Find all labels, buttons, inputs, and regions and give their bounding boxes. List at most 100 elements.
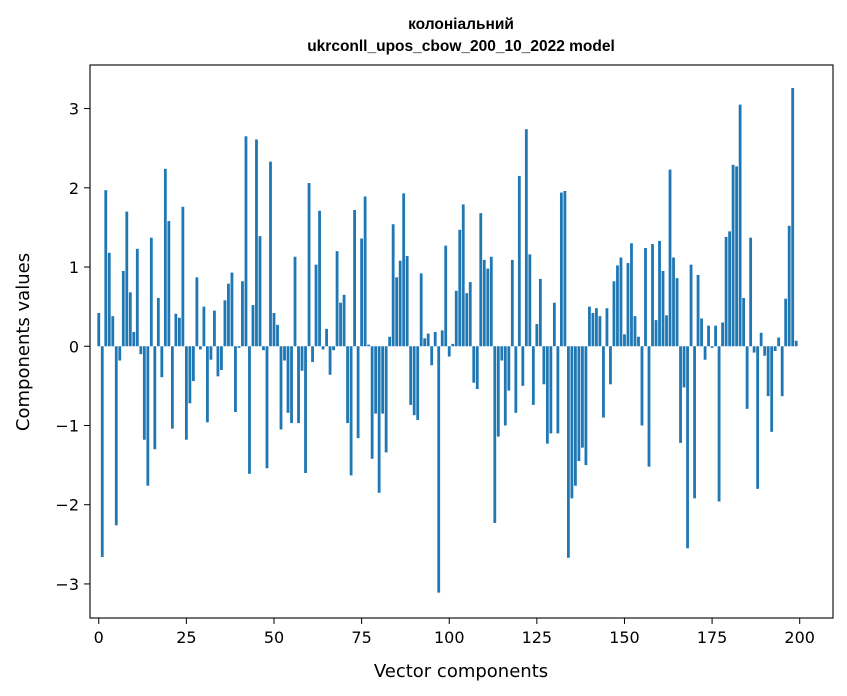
bar bbox=[367, 344, 371, 347]
chart-subtitle: ukrconll_upos_cbow_200_10_2022 model bbox=[307, 38, 615, 55]
bar bbox=[461, 204, 465, 347]
bar bbox=[700, 318, 703, 347]
bar bbox=[170, 346, 174, 429]
bar bbox=[595, 308, 598, 347]
bar bbox=[654, 320, 658, 347]
y-tick-label: −3 bbox=[55, 575, 79, 594]
bar bbox=[468, 282, 472, 347]
x-axis: 0 25 50 75 100 125 150 175 200 bbox=[94, 618, 815, 647]
bar bbox=[276, 324, 279, 347]
bar bbox=[542, 346, 546, 385]
chart-title: колоніальний bbox=[408, 16, 514, 33]
bar bbox=[177, 317, 181, 347]
bar bbox=[574, 346, 577, 486]
bar bbox=[791, 87, 795, 347]
bar bbox=[104, 190, 108, 347]
bar bbox=[465, 293, 469, 347]
bar bbox=[339, 302, 342, 347]
bar bbox=[745, 346, 749, 409]
bar bbox=[269, 161, 272, 347]
bar bbox=[142, 346, 146, 440]
bar bbox=[209, 346, 213, 360]
bar bbox=[279, 346, 283, 430]
bar bbox=[584, 346, 588, 466]
bar bbox=[672, 257, 675, 347]
bar bbox=[111, 316, 115, 347]
x-tick-label: 150 bbox=[609, 628, 640, 647]
bar bbox=[258, 236, 262, 347]
bar bbox=[135, 248, 139, 347]
bar bbox=[149, 237, 153, 347]
bar bbox=[777, 337, 781, 347]
bar bbox=[679, 346, 682, 443]
bar bbox=[184, 346, 188, 440]
bar bbox=[633, 316, 637, 347]
bar bbox=[472, 346, 476, 383]
bar bbox=[714, 325, 717, 347]
bar bbox=[412, 346, 416, 416]
bar bbox=[402, 193, 406, 347]
x-tick-label: 175 bbox=[697, 628, 728, 647]
bar bbox=[391, 224, 395, 347]
bar bbox=[430, 346, 434, 366]
bar bbox=[742, 297, 746, 347]
bar bbox=[482, 259, 486, 347]
x-axis-label: Vector components bbox=[374, 661, 548, 682]
bar bbox=[381, 346, 385, 414]
bar bbox=[696, 274, 700, 347]
bar bbox=[514, 346, 518, 413]
bar bbox=[128, 292, 132, 347]
bar bbox=[206, 346, 209, 423]
bar bbox=[163, 168, 167, 347]
bar bbox=[423, 338, 427, 347]
bar bbox=[517, 175, 521, 347]
bar bbox=[426, 333, 430, 347]
bar bbox=[195, 277, 199, 347]
bar bbox=[556, 346, 560, 434]
bar bbox=[156, 297, 160, 347]
bar bbox=[97, 312, 101, 347]
x-tick-label: 25 bbox=[176, 628, 196, 647]
bar bbox=[349, 346, 353, 476]
bar bbox=[114, 346, 118, 526]
bar bbox=[384, 346, 388, 453]
bar bbox=[444, 245, 448, 347]
bar bbox=[325, 328, 328, 347]
bar bbox=[763, 346, 767, 356]
bar bbox=[388, 336, 392, 347]
bar bbox=[314, 264, 318, 347]
bar bbox=[293, 256, 297, 347]
bar bbox=[188, 346, 192, 404]
bar bbox=[630, 243, 633, 347]
bar bbox=[549, 346, 553, 434]
bar bbox=[447, 346, 451, 357]
bar bbox=[724, 236, 728, 347]
bar bbox=[721, 322, 724, 347]
bar bbox=[787, 225, 791, 347]
bar bbox=[710, 346, 714, 348]
bar bbox=[237, 346, 241, 348]
bar bbox=[609, 346, 612, 385]
bar bbox=[255, 139, 258, 347]
bar bbox=[374, 346, 378, 414]
bar bbox=[125, 211, 129, 347]
bar bbox=[605, 308, 609, 347]
bar bbox=[738, 104, 742, 347]
bar bbox=[619, 257, 623, 347]
bar bbox=[563, 190, 567, 347]
bar bbox=[265, 346, 269, 469]
bar bbox=[458, 229, 462, 347]
bar bbox=[346, 346, 349, 424]
bar bbox=[602, 346, 605, 418]
bar bbox=[531, 346, 535, 405]
bar bbox=[500, 346, 504, 361]
y-tick-label: 0 bbox=[69, 337, 79, 356]
bar bbox=[552, 302, 556, 347]
bar bbox=[784, 298, 788, 347]
bar bbox=[335, 251, 339, 347]
bar bbox=[332, 346, 335, 351]
bar bbox=[756, 346, 760, 489]
bar bbox=[363, 196, 367, 347]
bar bbox=[107, 252, 111, 347]
